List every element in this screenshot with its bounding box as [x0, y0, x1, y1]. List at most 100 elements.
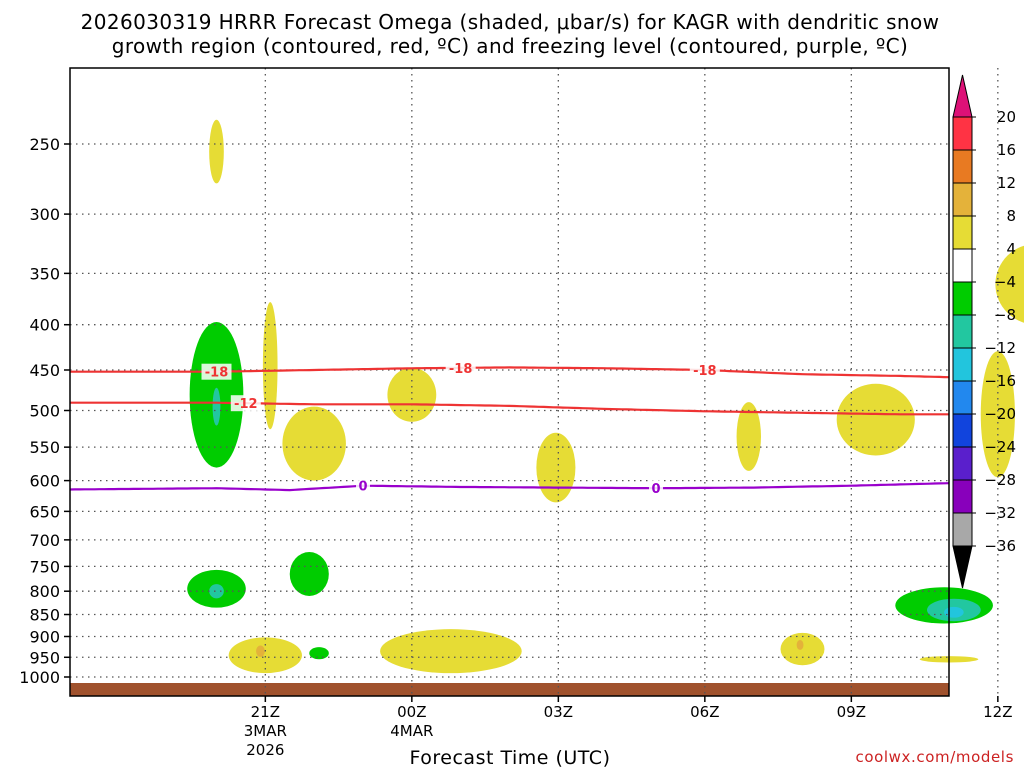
y-tick-label-950: 950: [29, 648, 60, 667]
colorbar-segment-3: [952, 215, 973, 250]
grid-layer: [70, 68, 999, 696]
y-tick-label-750: 750: [29, 557, 60, 576]
omega-region-plus6-7: [980, 351, 1015, 478]
omega-region-plus6-5: [736, 402, 761, 471]
y-tick-label-500: 500: [29, 402, 60, 421]
colorbar-label-12: −32: [984, 504, 1016, 522]
y-tick-label-850: 850: [29, 606, 60, 625]
y-tick-label-400: 400: [29, 316, 60, 335]
y-tick-label-300: 300: [29, 205, 60, 224]
y-tick-label-550: 550: [29, 438, 60, 457]
contour-label-bg-dgz-bottom-0: [230, 395, 261, 412]
omega-shading-layer: [187, 119, 1024, 674]
contour-label-dgz-top-0: -18: [205, 366, 229, 381]
contour-label-bg-dgz-top-2: [689, 361, 720, 378]
omega-region-plus6-0: [209, 119, 224, 184]
contour-layer: -18 -18 -18 -12 0 0: [69, 359, 950, 497]
colorbar-label-6: −8: [994, 306, 1016, 324]
y-tick-label-600: 600: [29, 472, 60, 491]
colorbar-segment-12: [952, 512, 973, 547]
chart-title-line-2: growth region (contoured, red, ºC) and f…: [112, 34, 909, 58]
x-tick-label-06Z: 06Z: [690, 703, 719, 721]
site-watermark: coolwx.com/models: [856, 748, 1015, 766]
contour-label-bg-dgz-top-1: [445, 359, 476, 376]
contour-label-dgz-top-2: -18: [693, 364, 717, 379]
colorbar-label-0: 20: [997, 108, 1016, 126]
omega-region-plus6-10: [380, 629, 522, 674]
x-tick-date-21Z: 3MAR: [244, 722, 287, 740]
omega-region-plus6-3: [387, 367, 437, 422]
contour-label-bg-freezing-level-0: [356, 477, 370, 494]
colorbar-segment-5: [952, 281, 973, 316]
x-tick-label-00Z: 00Z: [397, 703, 426, 721]
plot-frame: [69, 67, 950, 697]
colorbar-bottom-arrow: [952, 545, 973, 589]
colorbar-label-3: 8: [1006, 207, 1016, 225]
x-axis-title: Forecast Time (UTC): [410, 747, 611, 768]
colorbar-segment-7: [952, 347, 973, 382]
colorbar-label-13: −36: [984, 537, 1016, 555]
contour-label-freezing-level-0: 0: [358, 480, 367, 495]
y-tick-label-350: 350: [29, 264, 60, 283]
colorbar-segment-0: [952, 116, 973, 151]
colorbar-label-9: −20: [984, 405, 1016, 423]
ground-surface-band: [70, 683, 949, 696]
omega-region-minus14-23: [944, 606, 964, 618]
colorbar-segment-10: [952, 446, 973, 481]
colorbar-segment-4: [952, 248, 973, 283]
y-tick-label-700: 700: [29, 531, 60, 550]
omega-region-plus6-4: [536, 432, 576, 503]
contour-label-dgz-bottom-0: -12: [234, 397, 258, 412]
contour-label-freezing-level-1: 0: [651, 482, 660, 497]
y-tick-label-1000: 1000: [19, 668, 60, 687]
omega-region-plus6-6: [836, 383, 915, 456]
y-tick-label-250: 250: [29, 135, 60, 154]
contour-line-freezing-level: [69, 482, 950, 492]
colorbar-label-11: −28: [984, 471, 1016, 489]
omega-region-plus10-14: [796, 639, 804, 650]
y-tick-label-800: 800: [29, 582, 60, 601]
contour-label-bg-freezing-level-1: [649, 480, 663, 497]
contour-label-dgz-top-1: -18: [449, 362, 473, 377]
contour-label-bg-dgz-top-0: [201, 363, 232, 380]
colorbar-label-5: −4: [994, 273, 1016, 291]
colorbar-label-4: 4: [1006, 240, 1016, 258]
colorbar-label-2: 12: [997, 174, 1016, 192]
x-tick-year-21Z: 2026: [246, 741, 284, 759]
omega-region-plus10-13: [256, 645, 265, 657]
colorbar-segment-8: [952, 380, 973, 415]
omega-region-minus6-18: [309, 647, 329, 660]
y-tick-label-450: 450: [29, 361, 60, 380]
chart-title-line-1: 2026030319 HRRR Forecast Omega (shaded, …: [81, 10, 940, 34]
colorbar-segment-11: [952, 479, 973, 514]
y-axis: 250 300 350 400 450 500 550 600 650 700 750 800 850 9…: [19, 135, 70, 687]
colorbar-segment-6: [952, 314, 973, 349]
colorbar-segment-9: [952, 413, 973, 448]
omega-region-plus6-2: [282, 406, 346, 481]
omega-region-minus10-22: [212, 387, 221, 426]
x-tick-label-21Z: 21Z: [251, 703, 280, 721]
omega-region-plus6-11: [780, 632, 825, 666]
colorbar-segment-1: [952, 149, 973, 184]
colorbar-label-8: −16: [984, 372, 1016, 390]
colorbar-segment-2: [952, 182, 973, 217]
colorbar-label-1: 16: [997, 141, 1016, 159]
y-tick-label-900: 900: [29, 627, 60, 646]
x-tick-label-12Z: 12Z: [983, 703, 1012, 721]
x-tick-date-00Z: 4MAR: [390, 722, 433, 740]
omega-region-plus6-8: [995, 245, 1024, 323]
omega-region-minus6-17: [289, 552, 329, 596]
omega-region-minus10-21: [209, 584, 224, 599]
colorbar-label-10: −24: [984, 438, 1016, 456]
colorbar-label-7: −12: [984, 339, 1016, 357]
x-tick-label-03Z: 03Z: [544, 703, 573, 721]
y-tick-label-650: 650: [29, 502, 60, 521]
colorbar-top-arrow: [952, 74, 973, 118]
omega-region-plus6-9: [228, 637, 302, 674]
colorbar: 20 16 12 8 4 −4 −8 −12 −16 −20 −24 −28 −32 −36: [952, 74, 1016, 589]
contour-line-dgz-bottom: [70, 401, 949, 416]
omega-region-plus6-1: [262, 302, 278, 430]
x-tick-label-09Z: 09Z: [837, 703, 866, 721]
